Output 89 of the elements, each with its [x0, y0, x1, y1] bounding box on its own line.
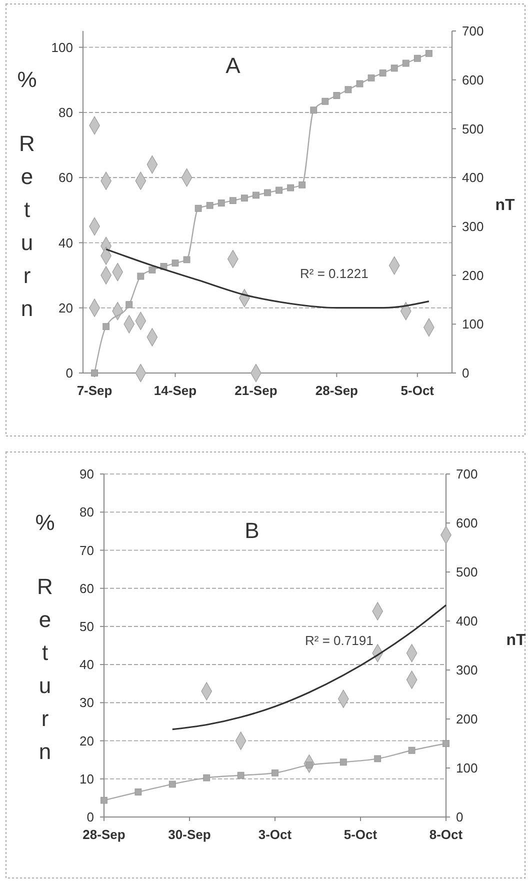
y-tick-label: 40 — [80, 657, 94, 672]
point — [137, 272, 144, 280]
y-tick-label: 80 — [58, 104, 73, 120]
y2-tick-label: 400 — [456, 614, 478, 629]
point — [172, 260, 179, 267]
point — [310, 106, 318, 114]
y2-tick-label: 500 — [456, 564, 478, 580]
point — [252, 192, 260, 199]
point — [298, 181, 306, 188]
x-tick-label: 5-Oct — [400, 383, 435, 398]
y-tick-label: 100 — [51, 40, 73, 55]
y-tick-label: 90 — [80, 466, 94, 482]
point — [91, 370, 98, 376]
point — [408, 746, 416, 754]
y2-tick-label: 100 — [462, 316, 484, 332]
x-tick-label: 14-Sep — [154, 383, 197, 398]
text: % Return — [35, 510, 55, 764]
y2-tick-label: 700 — [456, 466, 478, 482]
point — [183, 256, 190, 264]
y2-tick-label: 600 — [456, 516, 478, 531]
point — [322, 98, 329, 105]
y-tick-label: 80 — [80, 504, 94, 520]
x-tick-label: 5-Oct — [344, 827, 378, 842]
point — [442, 740, 450, 747]
point — [194, 204, 202, 212]
point — [229, 197, 236, 204]
y2-tick-label: 200 — [462, 268, 484, 283]
y2-tick-label: 0 — [456, 810, 464, 825]
y-tick-label: 50 — [80, 618, 94, 634]
y-tick-label: 60 — [58, 170, 73, 186]
line-series — [172, 604, 447, 730]
point — [126, 301, 133, 308]
point — [218, 200, 225, 206]
x-tick-label: 7-Sep — [76, 383, 112, 398]
y2-tick-label: 0 — [462, 366, 470, 381]
point — [276, 186, 282, 194]
y2-tick-label: 500 — [462, 121, 484, 136]
y2-tick-label: 700 — [462, 24, 484, 39]
y-tick-label: 10 — [80, 771, 94, 786]
text: A — [226, 53, 241, 78]
y-tick-label: 30 — [80, 695, 94, 710]
y-tick-label: 20 — [58, 300, 73, 316]
x-tick-label: 28-Sep — [315, 383, 358, 398]
point — [102, 323, 110, 330]
x-tick-label: 21-Sep — [234, 383, 278, 398]
point — [237, 772, 244, 779]
point — [333, 92, 340, 99]
point — [344, 86, 352, 94]
point — [425, 50, 432, 57]
point — [240, 194, 248, 202]
y2-tick-label: 200 — [456, 712, 478, 727]
point — [414, 54, 421, 62]
point — [168, 780, 176, 788]
y-tick-label: 0 — [66, 366, 73, 381]
x-tick-label: 3-Oct — [258, 827, 292, 842]
point — [402, 60, 410, 67]
point — [134, 788, 142, 796]
point — [148, 266, 156, 274]
y-tick-label: 20 — [80, 733, 94, 748]
point — [390, 64, 398, 72]
point — [206, 202, 214, 209]
point — [203, 774, 210, 782]
y-tick-label: 0 — [86, 810, 94, 825]
text: % Return — [17, 67, 37, 321]
point — [379, 70, 386, 76]
y2-tick-label: 600 — [462, 72, 484, 88]
point — [100, 796, 108, 804]
y2-tick-label: 300 — [462, 218, 484, 234]
point — [356, 80, 364, 88]
y-tick-label: 60 — [80, 580, 94, 596]
text: B — [244, 518, 260, 543]
point — [264, 189, 271, 196]
x-tick-label: 28-Sep — [82, 827, 126, 842]
y2-tick-label: 300 — [456, 662, 478, 678]
point — [272, 769, 278, 776]
point — [374, 755, 382, 762]
x-tick-label: 8-Oct — [429, 827, 464, 842]
y2-axis-title: nT — [506, 632, 526, 649]
annotation: R² = 0.1221 — [300, 266, 368, 281]
y2-tick-label: 400 — [462, 170, 484, 186]
point — [287, 184, 294, 192]
y-tick-label: 70 — [80, 542, 94, 558]
annotation: R² = 0.7191 — [305, 633, 374, 648]
point — [340, 758, 347, 766]
y2-axis-title: nT — [495, 197, 515, 214]
x-tick-label: 30-Sep — [168, 827, 211, 842]
y2-tick-label: 100 — [456, 760, 478, 776]
y-tick-label: 40 — [58, 235, 73, 250]
point — [368, 74, 375, 82]
